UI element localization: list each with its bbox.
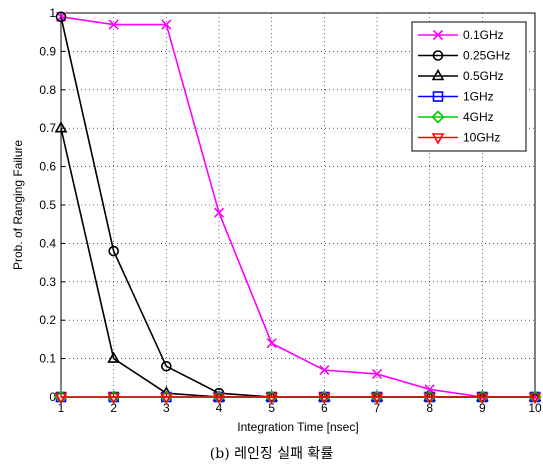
legend-entry: 0.25GHz (418, 49, 510, 63)
legend-entry: 4GHz (418, 110, 494, 124)
data-point (475, 389, 489, 402)
data-point (54, 121, 68, 133)
data-point (528, 392, 542, 405)
data-point (55, 11, 67, 23)
y-tick-label: 0.8 (39, 83, 56, 97)
data-point (212, 392, 226, 405)
data-point (317, 392, 331, 405)
legend-box (411, 21, 527, 152)
legend-label: 10GHz (463, 131, 500, 145)
y-tick-label: 1 (49, 6, 56, 20)
x-tick-label: 2 (110, 401, 117, 415)
data-point (370, 392, 384, 405)
x-tick-label: 4 (216, 401, 223, 415)
y-tick-label: 0.9 (39, 44, 56, 58)
y-tick-label: 0.7 (39, 121, 56, 135)
x-tick-label: 10 (528, 401, 542, 415)
legend-label: 0.5GHz (463, 69, 504, 83)
y-tick-label: 0.3 (39, 275, 56, 289)
data-point (265, 389, 279, 402)
y-tick-label: 0 (49, 390, 56, 404)
data-point (108, 245, 119, 257)
x-tick-label: 7 (374, 401, 381, 415)
legend-label: 4GHz (463, 110, 494, 124)
data-point (108, 19, 119, 30)
legend-entry: 10GHz (418, 131, 500, 145)
legend-entry: 0.5GHz (418, 68, 504, 83)
series-line (60, 16, 535, 398)
legend-entry: 0.1GHz (418, 28, 504, 42)
legend-marker (432, 29, 444, 41)
legend-marker (431, 110, 445, 124)
data-point (475, 392, 489, 405)
y-tick-label: 0.4 (39, 236, 56, 250)
data-point (370, 389, 384, 402)
data-point (528, 389, 542, 402)
x-tick-label: 6 (321, 401, 328, 415)
legend-marker (432, 50, 444, 61)
figure-caption: (b) 레인징 실패 확률 (209, 446, 334, 462)
legend-label: 1GHz (463, 90, 494, 104)
legend-marker (431, 133, 445, 145)
legend-marker (431, 68, 445, 81)
data-point (161, 19, 172, 30)
legend-label: 0.1GHz (463, 28, 504, 42)
y-tick-label: 0.6 (39, 160, 56, 174)
data-point (54, 392, 68, 405)
data-point (159, 392, 173, 405)
series-10GHz (54, 392, 542, 405)
data-point (423, 392, 437, 405)
data-point (319, 365, 330, 376)
data-point (266, 338, 277, 349)
data-point (213, 207, 225, 218)
series-layer (54, 11, 542, 405)
legend-entry: 1GHz (418, 90, 494, 104)
y-tick-label: 0.2 (39, 313, 56, 327)
data-point (107, 351, 121, 363)
axis-ticks: 1 2 3 4 5 6 7 8 9 10 0 0.1 0.2 0.3 0.4 0.5 0.6 0.7 0.8 0.9 1 (39, 6, 542, 415)
y-tick-label: 0.5 (39, 198, 56, 212)
legend: 0.1GHz 0.25GHz 0.5GHz 1GHz 4GHz 10GHz (411, 21, 527, 152)
x-tick-label: 9 (479, 401, 486, 415)
data-point (107, 392, 121, 405)
data-point (317, 389, 331, 402)
y-tick-label: 0.1 (39, 352, 56, 366)
data-point (371, 368, 383, 380)
data-point (265, 392, 279, 405)
y-axis-label: Prob. of Ranging Failure (11, 140, 25, 270)
legend-label: 0.25GHz (463, 49, 510, 63)
data-point (212, 389, 226, 402)
x-tick-label: 3 (163, 401, 170, 415)
x-tick-label: 1 (58, 401, 65, 415)
legend-marker (432, 91, 444, 102)
data-point (423, 389, 437, 402)
x-tick-label: 5 (268, 401, 275, 415)
x-axis-label: Integration Time [nsec] (237, 420, 358, 434)
chart: 1 2 3 4 5 6 7 8 9 1000.10.20.30.40.50.60.70.80.91… (11, 6, 542, 434)
x-tick-label: 8 (426, 401, 433, 415)
data-point (161, 360, 172, 372)
